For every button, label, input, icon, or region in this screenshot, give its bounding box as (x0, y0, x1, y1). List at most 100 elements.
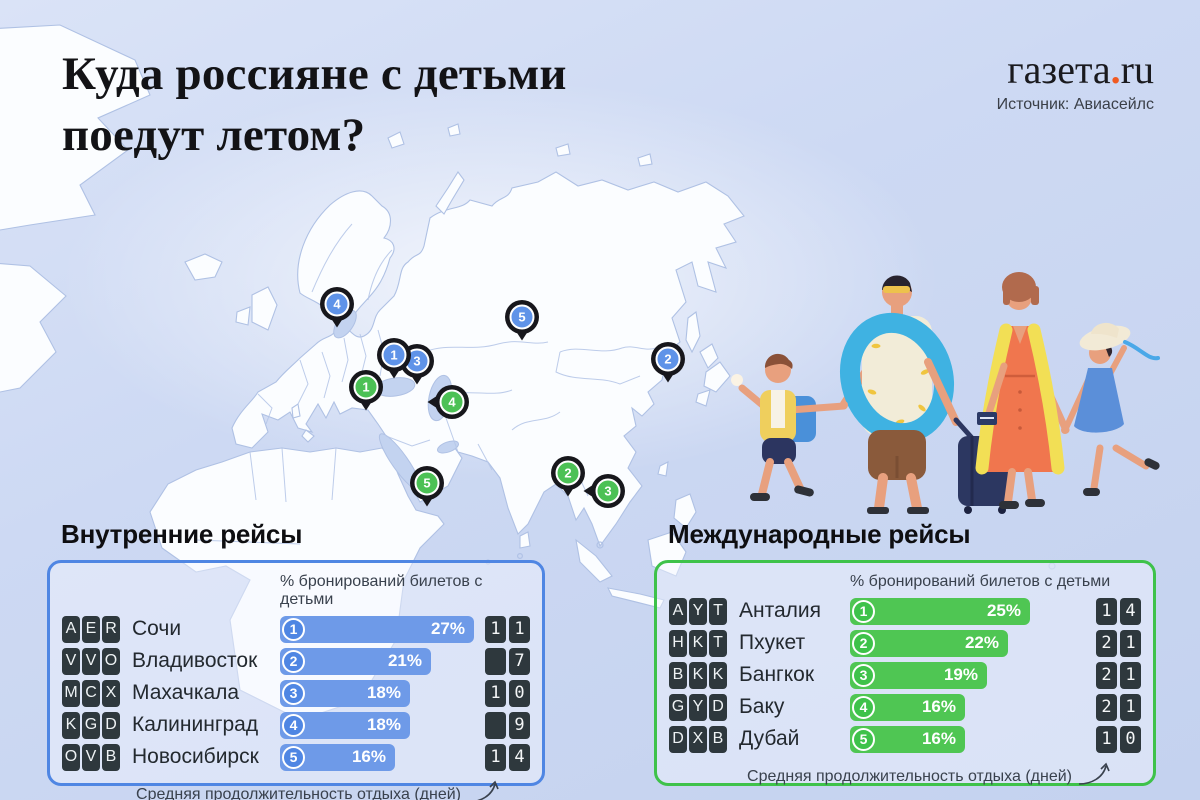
code-letter-tile: G (82, 711, 100, 739)
percent-bar: 5 16% (280, 743, 474, 771)
bar-fill: 1 25% (850, 597, 1030, 625)
code-letter-tile: O (62, 743, 80, 771)
rank-badge: 3 (282, 681, 305, 705)
percent-bar: 4 16% (850, 693, 1085, 721)
city-name: Калининград (132, 713, 259, 737)
code-letter-tile: V (82, 647, 100, 675)
day-digit-tile: 7 (509, 647, 530, 675)
family-illustration (731, 272, 1160, 514)
bar-fill: 5 16% (850, 725, 965, 753)
code-letter-tile: A (62, 615, 80, 643)
bar-fill: 2 21% (280, 647, 431, 675)
day-digit-tile: 0 (1120, 725, 1141, 753)
code-letter-tile: E (82, 615, 100, 643)
percent-bar: 5 16% (850, 725, 1085, 753)
city-name: Дубай (739, 727, 800, 751)
code-letter-tile: T (709, 629, 727, 657)
percent-bar: 1 25% (850, 597, 1085, 625)
code-letter-tile: T (709, 597, 727, 625)
day-digit-tile: 1 (485, 743, 506, 771)
rank-badge: 4 (852, 695, 875, 719)
code-letter-tile: M (62, 679, 80, 707)
day-digit-tile (485, 711, 506, 739)
code-letter-tile: A (669, 597, 687, 625)
city-name: Бангкок (739, 663, 815, 687)
percent-value: 27% (430, 619, 465, 639)
rank-badge: 1 (852, 599, 875, 623)
rank-badge: 1 (282, 617, 305, 641)
column-header-bookings: % бронирований билетов с детьми (280, 572, 483, 608)
code-letter-tile: B (669, 661, 687, 689)
code-letter-tile: H (669, 629, 687, 657)
code-letter-tile: K (689, 629, 707, 657)
code-letter-tile: R (102, 615, 120, 643)
code-letter-tile: K (709, 661, 727, 689)
code-letter-tile: D (669, 725, 687, 753)
percent-value: 18% (366, 683, 401, 703)
girl-figure (840, 322, 1160, 496)
percent-bar: 4 18% (280, 711, 474, 739)
footnote-label: Средняя продолжительность отдыха (дней) (747, 767, 1072, 785)
percent-value: 25% (986, 601, 1021, 621)
rank-badge: 5 (282, 745, 305, 769)
bar-fill: 4 16% (850, 693, 965, 721)
bar-fill: 1 27% (280, 615, 474, 643)
percent-bar: 2 21% (280, 647, 474, 675)
column-header-bookings: % бронирований билетов с детьми (850, 572, 1111, 590)
code-letter-tile: B (709, 725, 727, 753)
page-title: Куда россияне с детьми поедут летом? (62, 48, 567, 162)
code-letter-tile: K (689, 661, 707, 689)
code-letter-tile: K (62, 711, 80, 739)
boy-figure (731, 353, 848, 501)
day-digit-tile: 1 (509, 615, 530, 643)
day-digit-tile: 2 (1096, 629, 1117, 657)
percent-value: 18% (366, 715, 401, 735)
percent-value: 19% (943, 665, 978, 685)
source-label: Источник: Авиасейлс (996, 96, 1154, 113)
domestic-flights-panel: Внутренние рейсы % бронирований билетов … (47, 519, 545, 800)
bar-fill: 3 18% (280, 679, 410, 707)
percent-value: 21% (387, 651, 422, 671)
bar-fill: 4 18% (280, 711, 410, 739)
rank-badge: 5 (852, 727, 875, 751)
percent-value: 22% (964, 633, 999, 653)
day-digit-tile: 1 (1120, 693, 1141, 721)
day-digit-tile: 4 (509, 743, 530, 771)
day-digit-tile: 1 (485, 679, 506, 707)
rank-badge: 4 (282, 713, 305, 737)
percent-bar: 1 27% (280, 615, 474, 643)
man-figure (839, 275, 960, 514)
curved-arrow-icon (475, 780, 499, 800)
city-name: Анталия (739, 599, 822, 623)
percent-bar: 3 19% (850, 661, 1085, 689)
day-digit-tile: 1 (485, 615, 506, 643)
woman-figure (975, 272, 1070, 509)
international-flights-panel: Международные рейсы % бронирований билет… (654, 520, 1156, 786)
code-letter-tile: D (102, 711, 120, 739)
bar-fill: 2 22% (850, 629, 1008, 657)
percent-value: 16% (921, 697, 956, 717)
section-heading-domestic: Внутренние рейсы (61, 519, 303, 549)
rank-badge: 3 (852, 663, 875, 687)
day-digit-tile: 1 (1120, 629, 1141, 657)
